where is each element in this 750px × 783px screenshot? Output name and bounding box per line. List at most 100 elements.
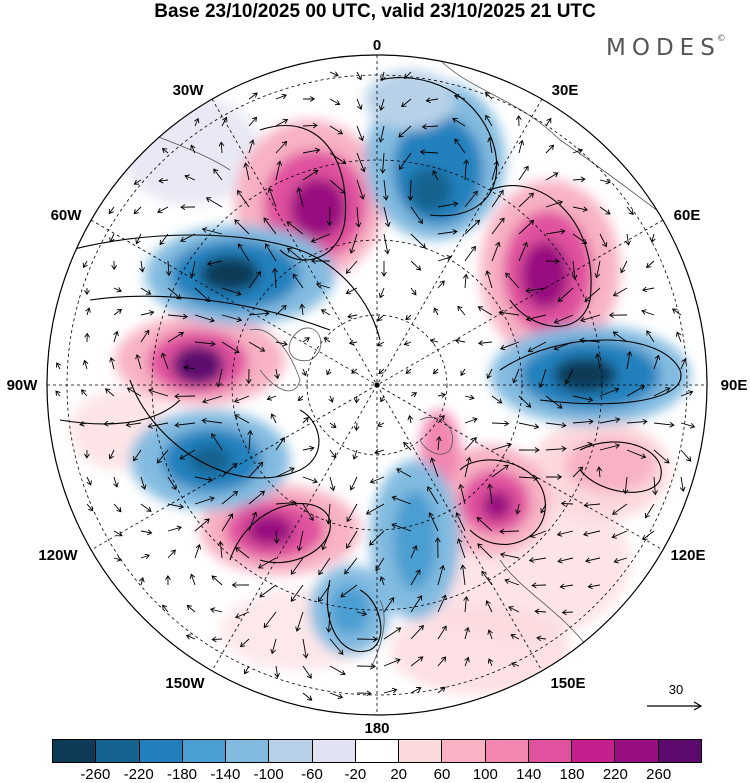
wind-arrow-icon <box>318 557 331 576</box>
wind-arrow-icon <box>369 476 385 484</box>
wind-arrow-icon <box>302 665 312 679</box>
wind-arrow-icon <box>140 476 147 490</box>
wind-arrow-icon <box>347 313 358 319</box>
wind-arrow-icon <box>248 116 258 127</box>
wind-arrow-icon <box>329 692 344 699</box>
wind-arrow-icon <box>113 287 122 293</box>
wind-arrow-icon <box>351 368 358 374</box>
wind-arrow-icon <box>104 388 115 397</box>
wind-arrow-icon <box>383 627 402 640</box>
wind-arrow-icon <box>432 368 439 375</box>
colorbar-swatch <box>96 740 140 762</box>
wind-arrow-icon <box>165 575 171 586</box>
wind-arrow-icon <box>310 233 331 243</box>
wind-arrow-icon <box>553 314 574 324</box>
wind-arrow-icon <box>653 449 670 464</box>
wind-arrow-icon <box>512 368 520 384</box>
colorbar-swatch <box>312 740 356 762</box>
wind-arrow-icon <box>525 314 547 322</box>
wind-arrow-icon <box>437 656 447 667</box>
wind-arrow-icon <box>572 206 589 213</box>
wind-arrow-icon <box>290 557 304 575</box>
wind-arrow-icon <box>529 530 547 539</box>
wind-arrow-icon <box>553 341 574 351</box>
wind-arrow-icon <box>275 499 297 506</box>
wind-arrow-icon <box>345 260 358 274</box>
wind-arrow-icon <box>612 503 628 515</box>
wind-arrow-icon <box>596 466 603 478</box>
colorbar-swatch <box>572 740 616 762</box>
colorbar-tick-label: -20 <box>344 766 367 783</box>
wind-arrow-icon <box>680 390 694 397</box>
wind-arrow-icon <box>410 595 423 613</box>
wind-arrow-icon <box>642 530 655 541</box>
wind-arrow-icon <box>545 445 567 452</box>
wind-arrow-icon <box>427 486 439 505</box>
wind-arrow-icon <box>622 476 629 495</box>
wind-arrow-icon <box>464 190 478 208</box>
wind-arrow-icon <box>248 310 270 317</box>
wind-arrow-icon <box>202 395 223 404</box>
wind-arrow-icon <box>183 364 196 371</box>
map-boundary <box>46 54 708 716</box>
lon-label-90w: 90W <box>7 377 39 394</box>
wind-arrow-icon <box>580 314 601 323</box>
wind-arrow-icon <box>353 395 360 404</box>
wind-arrow-icon <box>410 287 417 296</box>
wind-arrow-icon <box>302 122 318 129</box>
wind-arrow-icon <box>329 638 344 655</box>
wind-arrow-icon <box>380 395 386 403</box>
wind-arrow-icon <box>292 273 304 289</box>
colorbar-tick-label: 100 <box>472 766 498 783</box>
wind-arrow-icon <box>162 604 169 613</box>
wind-arrow-icon <box>237 189 250 208</box>
wind-arrow-icon <box>599 443 621 451</box>
wind-arrow-icon <box>401 98 412 108</box>
wind-arrow-icon <box>405 314 412 321</box>
wind-arrow-icon <box>329 98 341 106</box>
wind-arrow-icon <box>491 241 501 262</box>
wind-arrow-icon <box>206 260 223 267</box>
wind-arrow-icon <box>564 368 574 385</box>
colorbar-tick-label: -260 <box>80 766 111 783</box>
wind-arrow-icon <box>398 152 412 171</box>
lon-label-30w: 30W <box>173 82 205 99</box>
wind-arrow-icon <box>113 330 119 343</box>
wind-arrow-icon <box>487 658 494 667</box>
wind-arrow-icon <box>259 584 277 598</box>
wind-arrow-icon <box>216 368 223 388</box>
wind-arrow-icon <box>626 385 646 397</box>
wind-arrow-icon <box>320 309 331 316</box>
wind-arrow-icon <box>221 513 234 532</box>
colorbar-swatch <box>399 740 443 762</box>
wind-arrow-icon <box>186 604 196 613</box>
wind-arrow-icon <box>205 197 223 208</box>
wind-arrow-icon <box>437 255 453 262</box>
wind-arrow-icon <box>620 260 628 274</box>
wind-arrow-icon <box>374 449 385 455</box>
colorbar-swatch <box>269 740 313 762</box>
colorbar-swatch <box>658 740 701 762</box>
wind-arrow-icon <box>458 483 466 505</box>
colorbar-tick-label: 140 <box>516 766 542 783</box>
wind-arrow-icon <box>680 422 696 429</box>
wind-arrow-icon <box>174 393 196 400</box>
wind-arrow-icon <box>498 309 520 316</box>
wind-arrow-icon <box>135 233 142 245</box>
wind-arrow-icon <box>140 287 152 295</box>
lon-label-150e: 150E <box>550 675 585 692</box>
wind-arrow-icon <box>641 286 655 293</box>
wind-arrow-icon <box>218 141 225 154</box>
wind-arrow-icon <box>275 93 287 100</box>
wind-arrow-icon <box>108 449 115 460</box>
wind-arrow-icon <box>437 229 458 235</box>
wind-arrow-icon <box>432 169 439 181</box>
wind-arrow-icon <box>297 395 304 402</box>
wind-arrow-icon <box>257 557 277 569</box>
wind-arrow-icon <box>275 304 287 316</box>
wind-arrow-icon <box>159 233 169 246</box>
wind-arrow-icon <box>356 663 376 670</box>
wind-arrow-icon <box>326 206 333 227</box>
wind-arrow-icon <box>310 258 331 264</box>
wind-arrow-icon <box>613 557 628 564</box>
